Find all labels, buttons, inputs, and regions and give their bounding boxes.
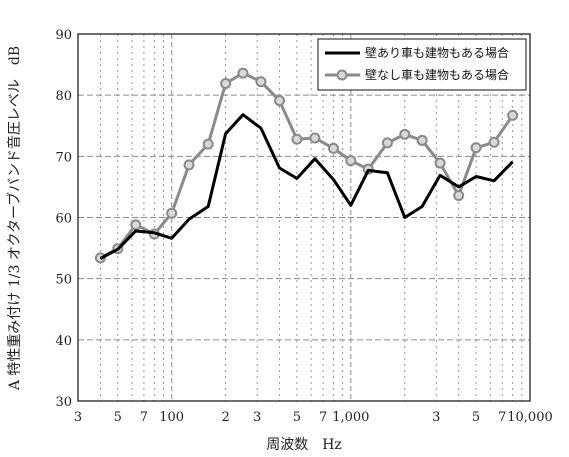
series-line-no-wall bbox=[99, 71, 514, 260]
x-tick-label: 1,000 bbox=[332, 410, 369, 425]
legend: 壁あり車も建物もある場合 壁なし車も建物もある場合 bbox=[317, 38, 527, 91]
data-point-no-wall bbox=[488, 136, 500, 148]
data-point-no-wall bbox=[291, 133, 303, 145]
x-axis-title: 周波数 Hz bbox=[266, 437, 342, 453]
data-point-no-wall bbox=[345, 155, 357, 167]
legend-label-no-wall: 壁なし車も建物もある場合 bbox=[365, 67, 509, 82]
x-tick-label: 5 bbox=[114, 410, 122, 425]
x-tick-label: 100 bbox=[159, 410, 184, 425]
series-line-wall bbox=[99, 113, 514, 260]
x-tick-label: 3 bbox=[74, 410, 82, 425]
x-tick-labels: 3 5 7 100 2 3 5 7 1,000 3 5 7 10,000 bbox=[74, 410, 553, 425]
y-tick-label: 30 bbox=[55, 395, 72, 410]
x-tick-label: 3 bbox=[432, 410, 440, 425]
x-tick-label: 10,000 bbox=[507, 410, 553, 425]
data-point-no-wall bbox=[220, 78, 232, 90]
x-tick-label: 7 bbox=[140, 410, 148, 425]
y-tick-labels: 30 40 50 60 70 80 90 bbox=[55, 28, 72, 410]
data-point-no-wall bbox=[183, 159, 195, 171]
data-point-no-wall bbox=[507, 109, 519, 121]
y-tick-label: 40 bbox=[55, 334, 72, 349]
y-tick-label: 60 bbox=[55, 212, 72, 227]
data-point-no-wall bbox=[470, 142, 482, 154]
legend-label-wall: 壁あり車も建物もある場合 bbox=[365, 45, 509, 60]
y-axis-title: A 特性重み付け 1/3 オクターブバンド音圧レベル dB bbox=[6, 46, 23, 391]
y-tick-label: 80 bbox=[55, 89, 72, 104]
data-point-no-wall bbox=[453, 189, 465, 201]
plot-frame bbox=[77, 33, 531, 402]
grid-lines bbox=[78, 34, 530, 401]
data-point-no-wall bbox=[274, 95, 286, 107]
legend-box bbox=[317, 38, 527, 91]
x-tick-label: 5 bbox=[293, 410, 301, 425]
data-point-no-wall bbox=[202, 138, 214, 150]
legend-marker-no-wall bbox=[336, 69, 348, 81]
x-tick-label: 3 bbox=[253, 410, 261, 425]
data-point-no-wall bbox=[237, 67, 249, 79]
data-point-no-wall bbox=[130, 219, 142, 231]
x-tick-label: 2 bbox=[221, 410, 229, 425]
data-point-no-wall bbox=[434, 157, 446, 169]
y-tick-label: 70 bbox=[55, 150, 72, 165]
x-tick-label: 7 bbox=[498, 410, 506, 425]
x-tick-label: 7 bbox=[319, 410, 327, 425]
data-point-no-wall bbox=[327, 142, 339, 154]
series-layer bbox=[94, 67, 519, 264]
y-tick-label: 50 bbox=[55, 273, 72, 288]
data-point-no-wall bbox=[309, 132, 321, 144]
data-point-no-wall bbox=[416, 134, 428, 146]
data-point-no-wall bbox=[381, 137, 393, 149]
data-point-no-wall bbox=[166, 207, 178, 219]
data-point-no-wall bbox=[255, 76, 267, 88]
y-tick-label: 90 bbox=[55, 28, 72, 43]
data-point-no-wall bbox=[399, 128, 411, 140]
x-tick-label: 5 bbox=[472, 410, 480, 425]
